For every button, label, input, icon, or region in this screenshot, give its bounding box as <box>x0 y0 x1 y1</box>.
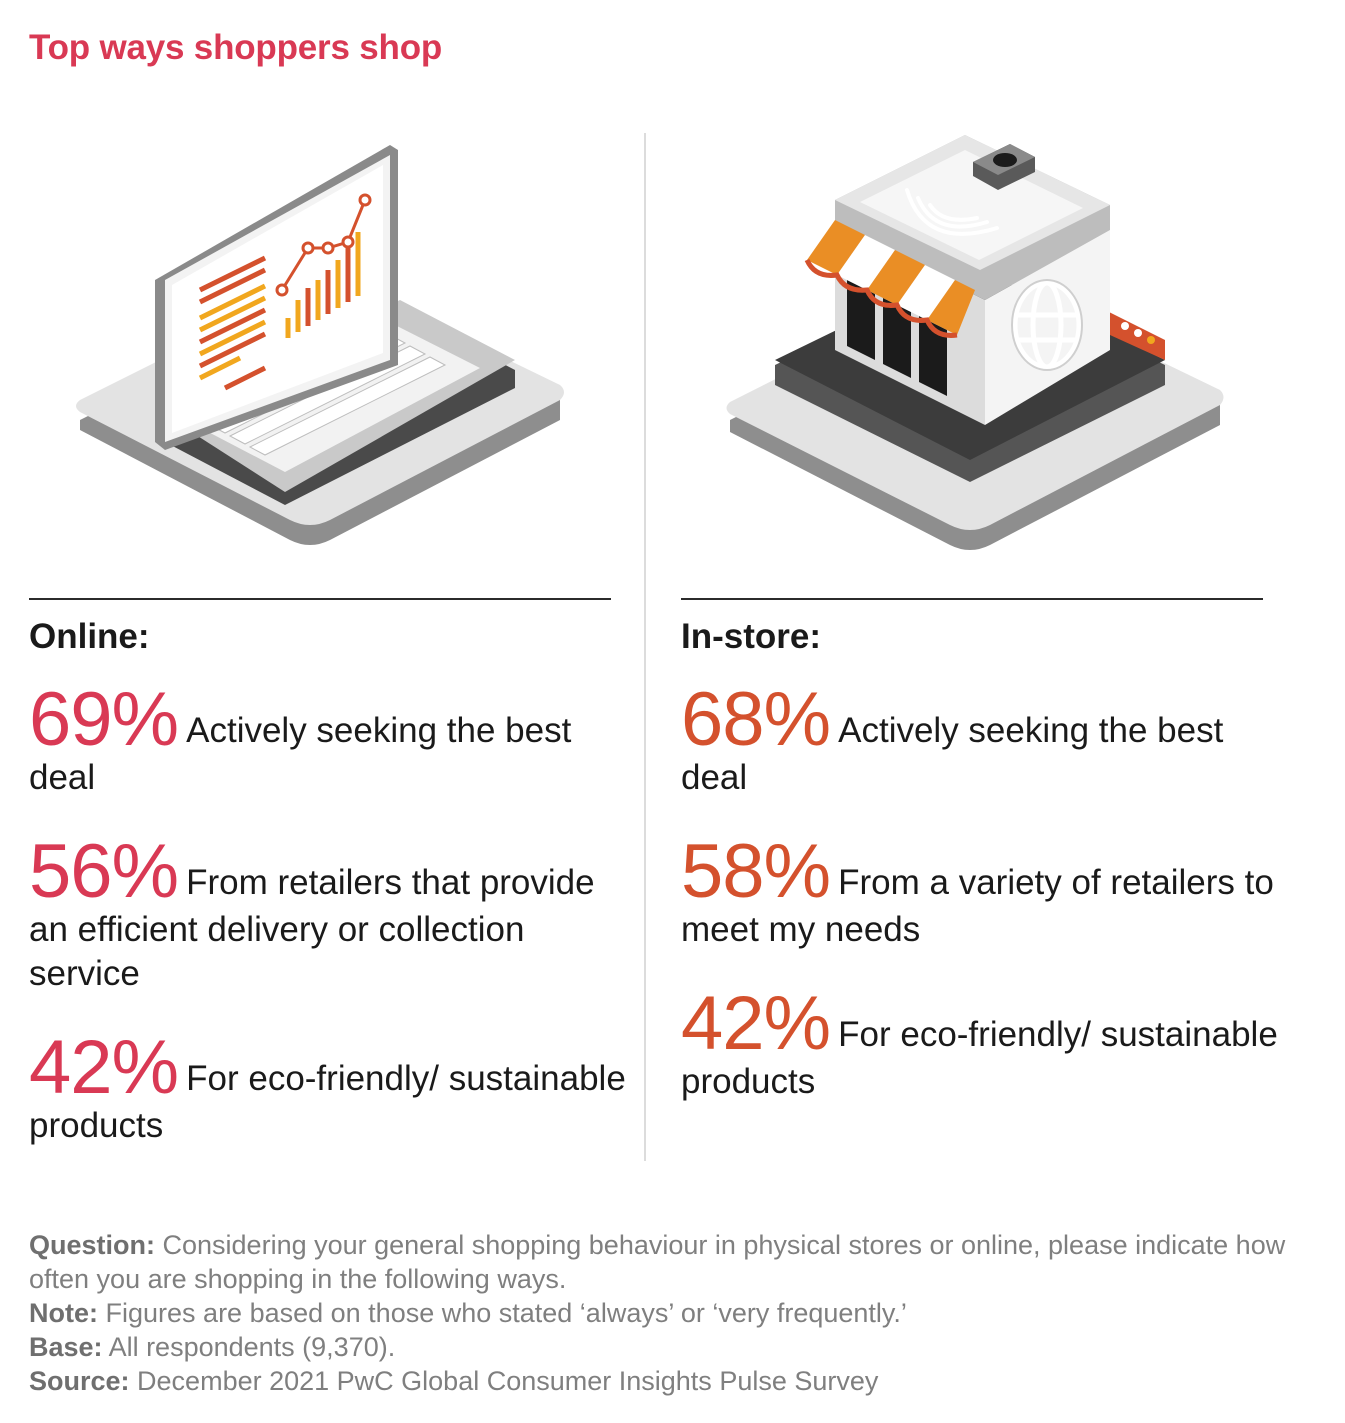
online-stat-text: For eco-friendly/ sustainable products <box>29 1059 626 1145</box>
laptop-icon <box>76 145 564 545</box>
instore-rule <box>681 598 1263 600</box>
instore-stat-text: Actively seeking the best deal <box>681 711 1224 797</box>
online-stat: 42% For eco-friendly/ sustainable product… <box>29 1030 629 1148</box>
online-column: Online: 69% Actively seeking the best dea… <box>29 614 629 1184</box>
footnotes: Question: Considering your general shopp… <box>29 1228 1289 1398</box>
online-stat-value: 69% <box>29 677 179 762</box>
instore-stat-value: 42% <box>681 981 831 1066</box>
footnote-base: Base: All respondents (9,370). <box>29 1330 1289 1364</box>
page-title: Top ways shoppers shop <box>29 28 443 67</box>
column-divider <box>644 133 646 1161</box>
footnote-label: Note: <box>29 1298 98 1328</box>
online-stat-text: Actively seeking the best deal <box>29 711 572 797</box>
online-stat: 56% From retailers that provide an effici… <box>29 834 629 996</box>
footnote-source: Source: December 2021 PwC Global Consume… <box>29 1364 1289 1398</box>
footnote-question: Question: Considering your general shopp… <box>29 1228 1289 1296</box>
online-stat-value: 56% <box>29 829 179 914</box>
instore-heading: In-store: <box>681 617 821 656</box>
online-stat-text: From retailers that provide an efficient… <box>29 863 595 993</box>
footnote-text: Considering your general shopping behavi… <box>29 1230 1286 1294</box>
online-stat: 69% Actively seeking the best deal <box>29 682 629 800</box>
footnote-text: December 2021 PwC Global Consumer Insigh… <box>137 1366 879 1396</box>
instore-stat: 58% From a variety of retailers to meet m… <box>681 834 1281 952</box>
footnote-label: Base: <box>29 1332 103 1362</box>
instore-stat-value: 68% <box>681 677 831 762</box>
instore-stat-text: From a variety of retailers to meet my n… <box>681 863 1274 949</box>
footnote-text: All respondents (9,370). <box>108 1332 396 1362</box>
online-stat-value: 42% <box>29 1025 179 1110</box>
online-heading: Online: <box>29 617 150 656</box>
instore-stat: 68% Actively seeking the best deal <box>681 682 1281 800</box>
instore-stat-value: 58% <box>681 829 831 914</box>
instore-column: In-store: 68% Actively seeking the best d… <box>681 614 1281 1140</box>
footnote-label: Source: <box>29 1366 130 1396</box>
store-icon <box>726 135 1224 550</box>
footnote-note: Note: Figures are based on those who sta… <box>29 1296 1289 1330</box>
online-rule <box>29 598 611 600</box>
instore-stat-text: For eco-friendly/ sustainable products <box>681 1015 1278 1101</box>
footnote-text: Figures are based on those who stated ‘a… <box>105 1298 907 1328</box>
instore-stat: 42% For eco-friendly/ sustainable product… <box>681 986 1281 1104</box>
footnote-label: Question: <box>29 1230 155 1260</box>
